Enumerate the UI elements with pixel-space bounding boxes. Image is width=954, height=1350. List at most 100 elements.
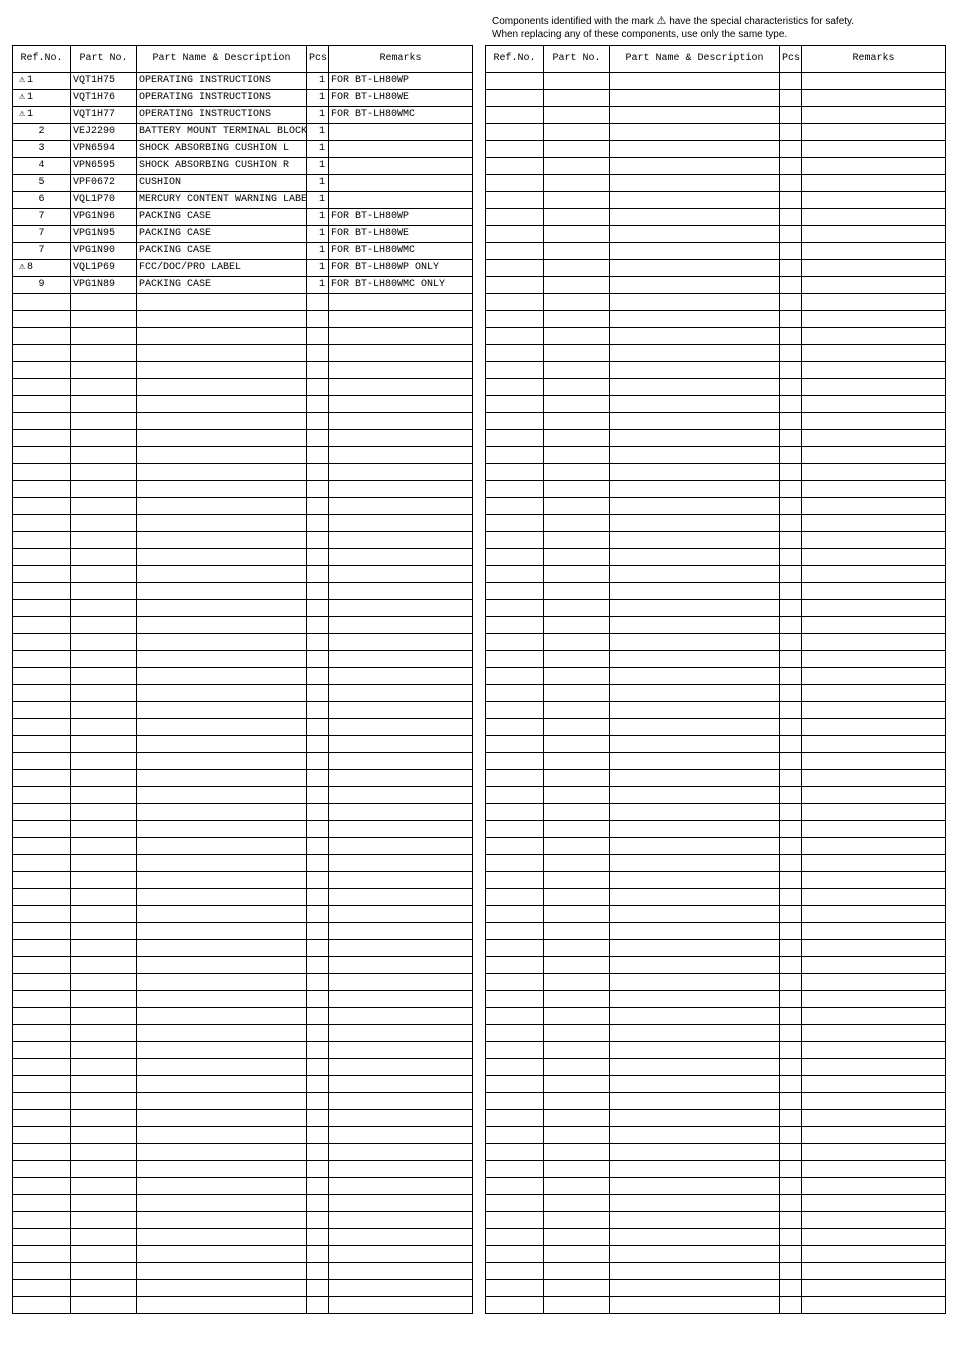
cell-remarks [802,753,946,770]
table-row [13,804,473,821]
cell-remarks [329,1263,473,1280]
cell-pcs [780,124,802,141]
cell-remarks [329,515,473,532]
cell-remarks [802,277,946,294]
cell-remarks [802,90,946,107]
cell-pcs [307,957,329,974]
cell-pcs [780,175,802,192]
table-row [486,294,946,311]
cell-remarks [329,447,473,464]
cell-name [610,549,780,566]
cell-remarks [802,447,946,464]
cell-part [544,73,610,90]
table-row [486,192,946,209]
cell-part [544,1025,610,1042]
cell-ref [486,1212,544,1229]
table-row [13,685,473,702]
table-row [486,1212,946,1229]
cell-part [544,702,610,719]
cell-pcs: 1 [307,260,329,277]
cell-name [137,685,307,702]
cell-pcs [780,906,802,923]
cell-remarks [329,991,473,1008]
cell-part [71,1093,137,1110]
cell-remarks [802,906,946,923]
table-row [486,889,946,906]
table-row [486,107,946,124]
cell-pcs [307,1280,329,1297]
cell-part [71,464,137,481]
cell-ref: 7 [13,243,71,260]
cell-ref [13,1110,71,1127]
cell-part [544,872,610,889]
cell-name [137,906,307,923]
cell-part [71,617,137,634]
cell-remarks [329,651,473,668]
cell-pcs [307,940,329,957]
cell-remarks [329,787,473,804]
cell-name [610,634,780,651]
cell-name [137,1008,307,1025]
table-row [486,583,946,600]
cell-pcs [307,1195,329,1212]
cell-name [610,175,780,192]
cell-remarks [802,141,946,158]
cell-name [610,362,780,379]
cell-ref [486,957,544,974]
cell-part [71,345,137,362]
cell-name [610,668,780,685]
cell-remarks: FOR BT-LH80WMC [329,243,473,260]
cell-pcs [307,736,329,753]
cell-pcs [307,1263,329,1280]
cell-part: VQL1P70 [71,192,137,209]
cell-pcs [780,668,802,685]
cell-remarks [802,107,946,124]
cell-ref [13,753,71,770]
cell-name [137,719,307,736]
table-row [13,923,473,940]
cell-part [544,1297,610,1314]
cell-part [544,991,610,1008]
cell-pcs [780,838,802,855]
cell-remarks [329,1008,473,1025]
cell-ref [486,124,544,141]
cell-name [610,192,780,209]
cell-ref [486,328,544,345]
cell-pcs [307,345,329,362]
table-row [486,90,946,107]
cell-name [610,702,780,719]
cell-part [544,1059,610,1076]
table-row [486,906,946,923]
cell-part [71,294,137,311]
cell-remarks [802,787,946,804]
cell-remarks [802,362,946,379]
cell-part [71,838,137,855]
col-name: Part Name & Description [137,46,307,73]
cell-name [137,1161,307,1178]
cell-part [544,685,610,702]
cell-remarks [329,1246,473,1263]
cell-pcs [307,1042,329,1059]
table-row [486,770,946,787]
cell-remarks [329,379,473,396]
cell-part: VPN6595 [71,158,137,175]
cell-remarks [329,311,473,328]
cell-remarks [329,736,473,753]
cell-pcs [780,991,802,1008]
cell-pcs [307,702,329,719]
cell-ref [486,1076,544,1093]
cell-name: FCC/DOC/PRO LABEL [137,260,307,277]
cell-remarks [802,515,946,532]
cell-pcs [307,464,329,481]
cell-name [137,515,307,532]
cell-name [610,345,780,362]
cell-part [544,889,610,906]
cell-ref [13,855,71,872]
table-row [486,855,946,872]
table-row [13,1297,473,1314]
cell-remarks [329,1076,473,1093]
cell-remarks [802,1093,946,1110]
cell-name [610,719,780,736]
table-row [486,821,946,838]
cell-pcs [780,770,802,787]
